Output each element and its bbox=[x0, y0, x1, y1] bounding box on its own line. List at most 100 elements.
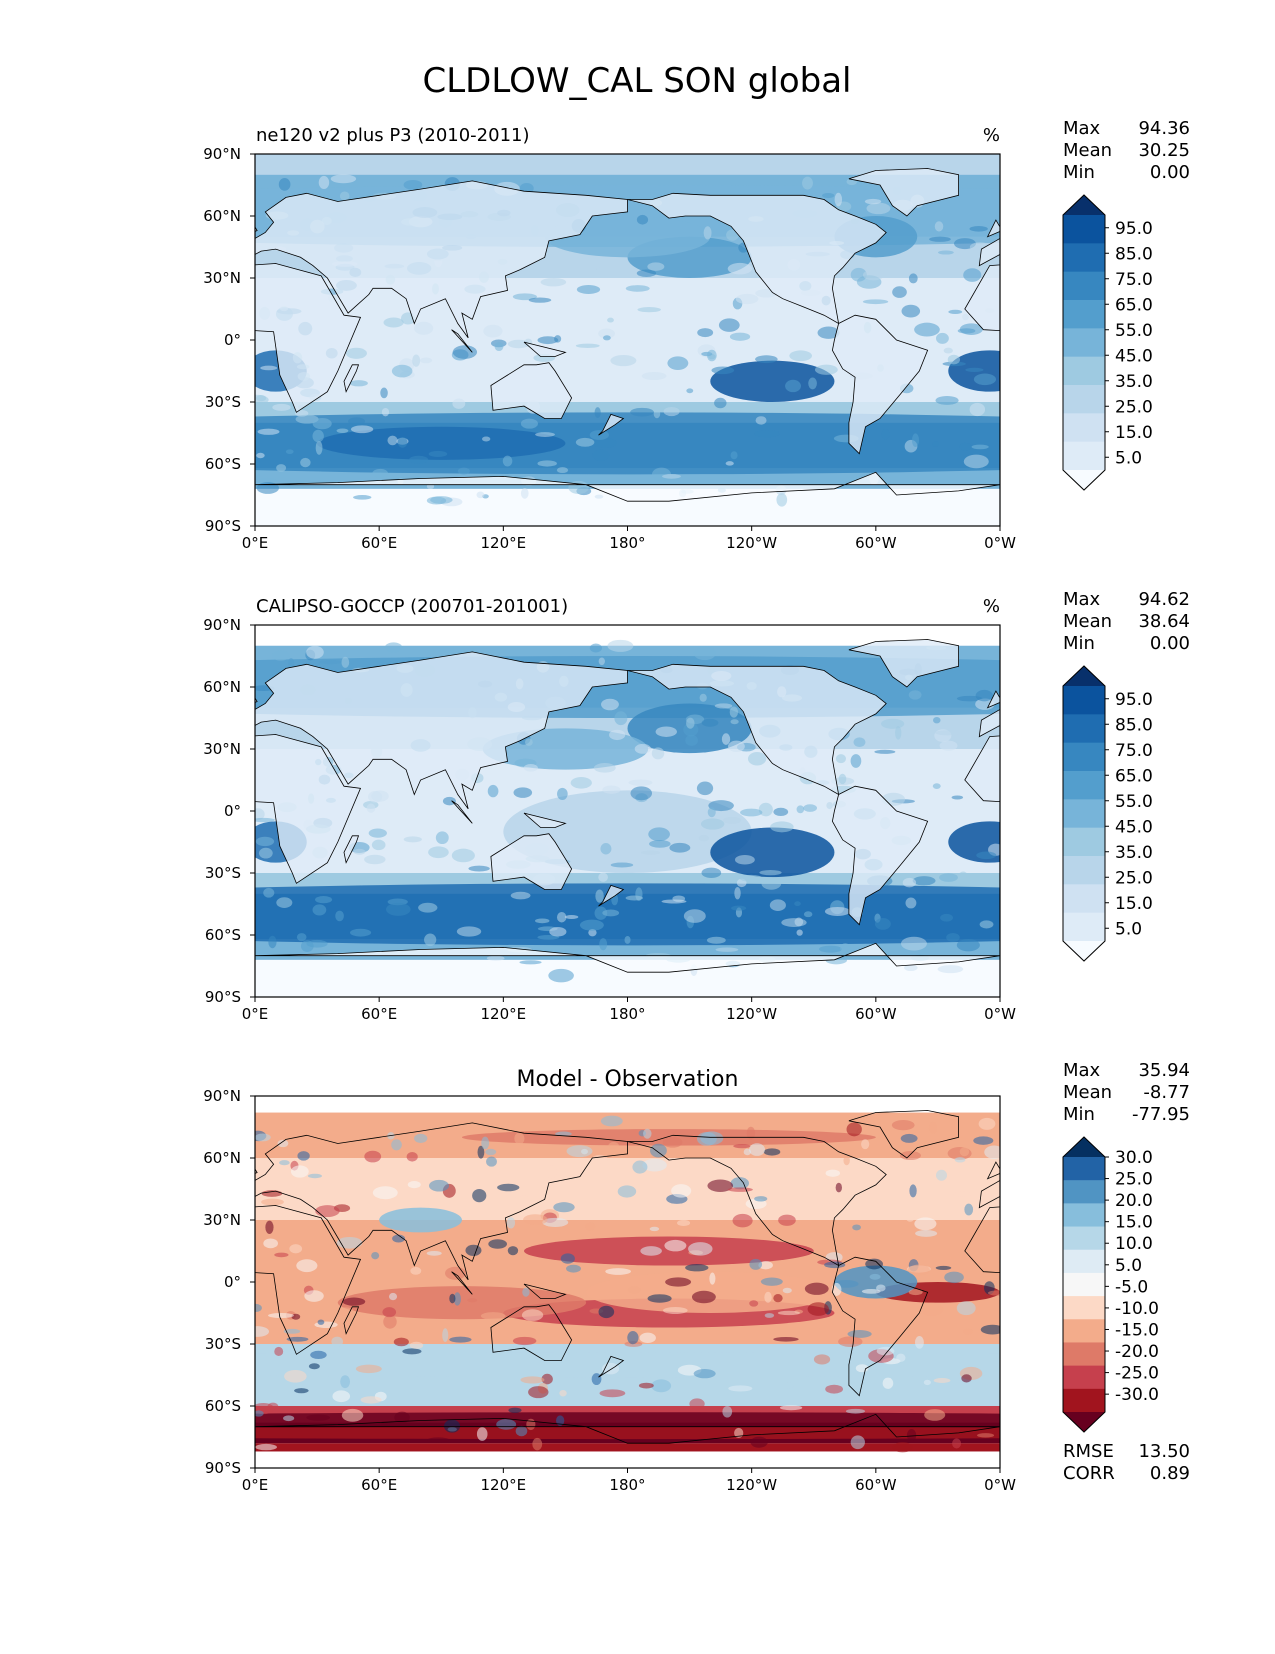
field-speckle bbox=[896, 1353, 906, 1362]
field-speckle bbox=[456, 926, 482, 937]
field-speckle bbox=[383, 317, 404, 328]
field-speckle bbox=[388, 1292, 398, 1301]
field-speckle bbox=[840, 943, 851, 954]
field-speckle bbox=[683, 909, 706, 923]
field-speckle bbox=[906, 1214, 915, 1222]
field-speckle bbox=[664, 1239, 687, 1252]
field-speckle bbox=[630, 407, 654, 417]
field-speckle bbox=[628, 779, 653, 786]
field-speckle bbox=[512, 293, 537, 301]
field-speckle bbox=[310, 1350, 327, 1360]
field-speckle bbox=[861, 1289, 881, 1294]
stat-label: Max bbox=[1063, 1060, 1101, 1081]
field-speckle bbox=[380, 387, 388, 399]
field-speckle bbox=[521, 1309, 544, 1321]
field-speckle bbox=[819, 945, 842, 953]
field-speckle bbox=[255, 836, 275, 847]
field-speckle bbox=[696, 1132, 717, 1146]
field-speckle bbox=[545, 1165, 558, 1179]
field-speckle bbox=[435, 831, 449, 845]
field-speckle bbox=[465, 1244, 482, 1257]
field-speckle bbox=[339, 191, 350, 201]
field-speckle bbox=[979, 920, 994, 929]
field-speckle bbox=[969, 402, 986, 417]
field-speckle bbox=[647, 262, 665, 271]
field-speckle bbox=[754, 1196, 768, 1202]
field-speckle bbox=[973, 373, 997, 386]
field-speckle bbox=[610, 354, 637, 367]
field-speckle bbox=[905, 897, 917, 909]
field-speckle bbox=[934, 221, 944, 232]
y-tick-label: 90°N bbox=[203, 1087, 241, 1105]
field-speckle bbox=[642, 1158, 667, 1172]
field-speckle bbox=[444, 1419, 461, 1433]
field-speckle bbox=[414, 321, 434, 335]
y-tick-label: 0° bbox=[224, 331, 241, 349]
field-speckle bbox=[276, 897, 293, 908]
x-tick-label: 0°W bbox=[984, 1476, 1016, 1494]
field-speckle bbox=[598, 1305, 615, 1319]
y-tick-label: 60°N bbox=[203, 678, 241, 696]
field-speckle bbox=[891, 1119, 915, 1131]
field-speckle bbox=[708, 800, 734, 812]
coastline bbox=[848, 168, 959, 217]
field-speckle bbox=[933, 716, 941, 724]
field-speckle bbox=[760, 1277, 783, 1286]
field-speckle bbox=[394, 1411, 410, 1424]
coastline bbox=[490, 1304, 573, 1361]
colorbar-label: -30.0 bbox=[1115, 1385, 1159, 1405]
field-speckle bbox=[566, 1145, 593, 1158]
colorbar-label: 65.0 bbox=[1115, 766, 1153, 786]
field-speckle bbox=[410, 1266, 422, 1275]
field-speckle bbox=[382, 1307, 397, 1318]
field-speckle bbox=[943, 347, 953, 354]
field-speckle bbox=[255, 1326, 270, 1337]
field-speckle bbox=[535, 432, 555, 437]
field-speckle bbox=[824, 906, 851, 916]
field-speckle bbox=[714, 397, 727, 409]
stat-label: Max bbox=[1063, 589, 1101, 610]
coastline bbox=[451, 1271, 473, 1295]
field-speckle bbox=[255, 1443, 277, 1451]
field-speckle bbox=[409, 1341, 424, 1349]
field-speckle bbox=[651, 747, 665, 760]
colorbar-label: 25.0 bbox=[1115, 868, 1153, 888]
colorbar-label: 15.0 bbox=[1115, 894, 1153, 914]
colorbar-label: 75.0 bbox=[1115, 741, 1153, 761]
field-speckle bbox=[384, 642, 403, 653]
field-speckle bbox=[277, 1139, 289, 1148]
field-speckle bbox=[862, 299, 889, 305]
coastline bbox=[255, 651, 628, 810]
field-speckle bbox=[804, 1282, 829, 1295]
colorbar-segment bbox=[1063, 714, 1105, 744]
metric-label: CORR bbox=[1063, 1463, 1115, 1484]
colorbar-label: 45.0 bbox=[1115, 346, 1153, 366]
field-speckle bbox=[591, 1373, 602, 1386]
colorbar-segment bbox=[1063, 385, 1105, 414]
colorbar: 95.0 85.0 75.0 65.0 55.0 45.0 35.0 25.0 15.0 5.0 bbox=[1062, 194, 1153, 491]
field-speckle bbox=[537, 336, 559, 345]
field-speckle bbox=[707, 807, 716, 818]
field-speckle bbox=[537, 934, 560, 940]
field-speckle bbox=[548, 968, 574, 983]
field-speckle bbox=[735, 293, 759, 305]
field-speckle bbox=[662, 474, 681, 479]
field-speckle bbox=[271, 650, 290, 661]
colorbar-segment bbox=[1063, 1203, 1105, 1228]
field-speckle bbox=[296, 933, 307, 942]
field-speckle bbox=[956, 938, 980, 952]
field-speckle bbox=[634, 743, 652, 754]
y-tick-label: 0° bbox=[224, 802, 241, 820]
field-speckle bbox=[560, 1253, 575, 1264]
field-speckle bbox=[640, 1246, 662, 1256]
field-speckle bbox=[749, 1300, 759, 1307]
field-contour bbox=[379, 1207, 462, 1233]
field-speckle bbox=[393, 1337, 409, 1347]
colorbar-segment bbox=[1063, 215, 1105, 244]
field-speckle bbox=[482, 436, 491, 442]
field-speckle bbox=[600, 1115, 623, 1127]
field-contour bbox=[834, 1265, 918, 1299]
field-speckle bbox=[614, 711, 628, 726]
field-speckle bbox=[730, 451, 738, 460]
coastline bbox=[0, 664, 141, 794]
